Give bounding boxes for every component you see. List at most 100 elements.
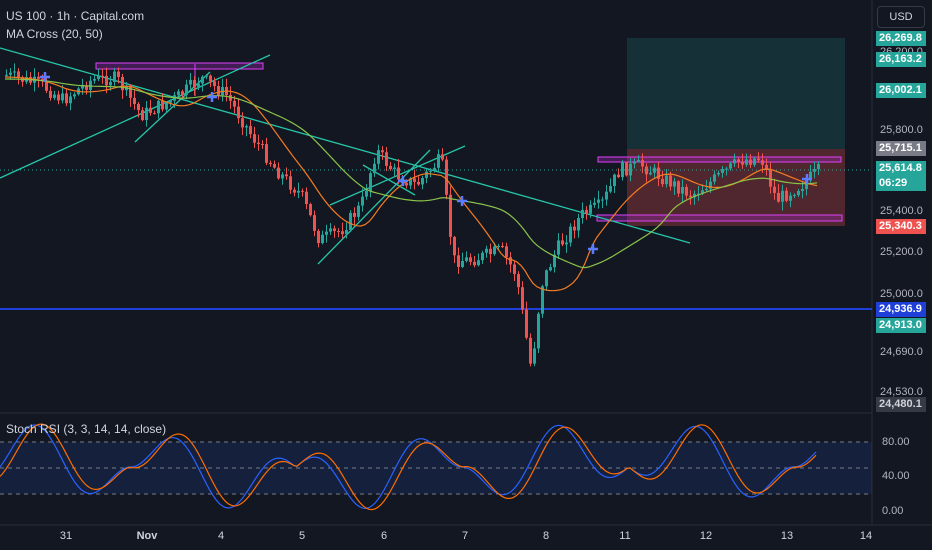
candle-body [801, 188, 804, 191]
candle-body [237, 106, 240, 119]
candle-body [405, 183, 408, 186]
candle-body [81, 85, 84, 89]
candle-body [201, 76, 204, 84]
candle-body [333, 228, 336, 232]
candle-body [433, 167, 436, 171]
stoch-k-line [0, 424, 817, 510]
candle-body [93, 79, 96, 81]
candle-body [213, 81, 216, 86]
ma-slow-line [5, 78, 818, 269]
candle-body [261, 144, 264, 146]
candle-body [681, 187, 684, 194]
time-tick-label: 6 [380, 530, 388, 542]
candle-body [789, 195, 792, 201]
candle-body [609, 186, 612, 192]
currency-button[interactable]: USD [877, 6, 925, 28]
time-tick-label: 4 [217, 530, 225, 542]
candle-body [161, 100, 164, 110]
price-tag-countdown: 06:29 [876, 176, 926, 191]
candle-body [481, 252, 484, 261]
candle-body [45, 81, 48, 91]
candle-body [9, 72, 12, 75]
candle-body [485, 248, 488, 253]
candle-body [329, 228, 332, 232]
candle-body [517, 274, 520, 288]
candle-body [209, 75, 212, 82]
candle-body [385, 152, 388, 166]
candle-body [193, 79, 196, 87]
candle-body [457, 255, 460, 267]
candle-body [461, 260, 464, 267]
candle-body [797, 190, 800, 196]
candle-body [49, 90, 52, 98]
candle-body [357, 205, 360, 217]
candle-body [145, 107, 148, 121]
candle-body [269, 162, 272, 165]
trendline [362, 164, 416, 196]
candle-body [537, 313, 540, 349]
candle-body [409, 178, 412, 186]
candle-body [449, 194, 452, 237]
candle-body [393, 167, 396, 170]
candle-body [477, 260, 480, 266]
candle-body [37, 76, 40, 79]
stoch-tick-label: 80.00 [882, 436, 910, 448]
symbol-label: US 100 · 1h · Capital.com [6, 9, 145, 23]
candle-body [13, 71, 16, 73]
candle-body [425, 171, 428, 178]
candle-body [97, 75, 100, 80]
candle-body [501, 246, 504, 248]
price-tick-label: 25,400.0 [880, 205, 923, 217]
candle-body [169, 100, 172, 103]
candle-body [397, 167, 400, 180]
price-tag-support-line: 24,936.9 [876, 302, 926, 317]
candle-body [741, 162, 744, 165]
candle-body [365, 190, 368, 197]
candle-body [341, 231, 344, 235]
candle-body [545, 270, 548, 287]
candle-body [301, 190, 304, 192]
candle-body [465, 257, 468, 261]
candle-body [65, 93, 68, 104]
candle-body [113, 71, 116, 82]
candle-body [373, 163, 376, 174]
candle-body [653, 167, 656, 173]
candle-body [817, 163, 820, 170]
candle-body [17, 71, 20, 78]
price-tick-label: 25,800.0 [880, 124, 923, 136]
candle-body [553, 254, 556, 268]
candle-body [309, 204, 312, 216]
candle-body [649, 172, 652, 175]
candle-body [253, 134, 256, 143]
time-tick-label: 7 [461, 530, 469, 542]
candle-body [705, 188, 708, 191]
time-tick-label: 12 [699, 530, 713, 542]
candle-body [281, 174, 284, 179]
candle-body [325, 231, 328, 235]
candle-body [677, 181, 680, 194]
price-tag-axis-low: 24,480.1 [876, 397, 926, 412]
candle-body [381, 150, 384, 153]
trendline [0, 54, 271, 179]
stoch-tick-label: 40.00 [882, 470, 910, 482]
candle-body [293, 189, 296, 193]
candle-body [197, 83, 200, 87]
candle-body [129, 85, 132, 98]
candle-body [513, 264, 516, 275]
candle-body [781, 190, 784, 202]
candle-body [589, 204, 592, 214]
zone-rectangle [95, 62, 264, 70]
candle-body [689, 195, 692, 198]
candle-body [717, 172, 720, 175]
stoch-rsi-label: Stoch RSI (3, 3, 14, 14, close) [6, 422, 167, 436]
candle-body [665, 175, 668, 185]
candle-body [89, 80, 92, 90]
candle-body [117, 71, 120, 77]
candle-body [137, 104, 140, 111]
candle-body [305, 191, 308, 205]
candle-body [793, 195, 796, 197]
candle-body [469, 257, 472, 262]
price-tick-label: 25,000.0 [880, 288, 923, 300]
target-zone [627, 38, 845, 149]
